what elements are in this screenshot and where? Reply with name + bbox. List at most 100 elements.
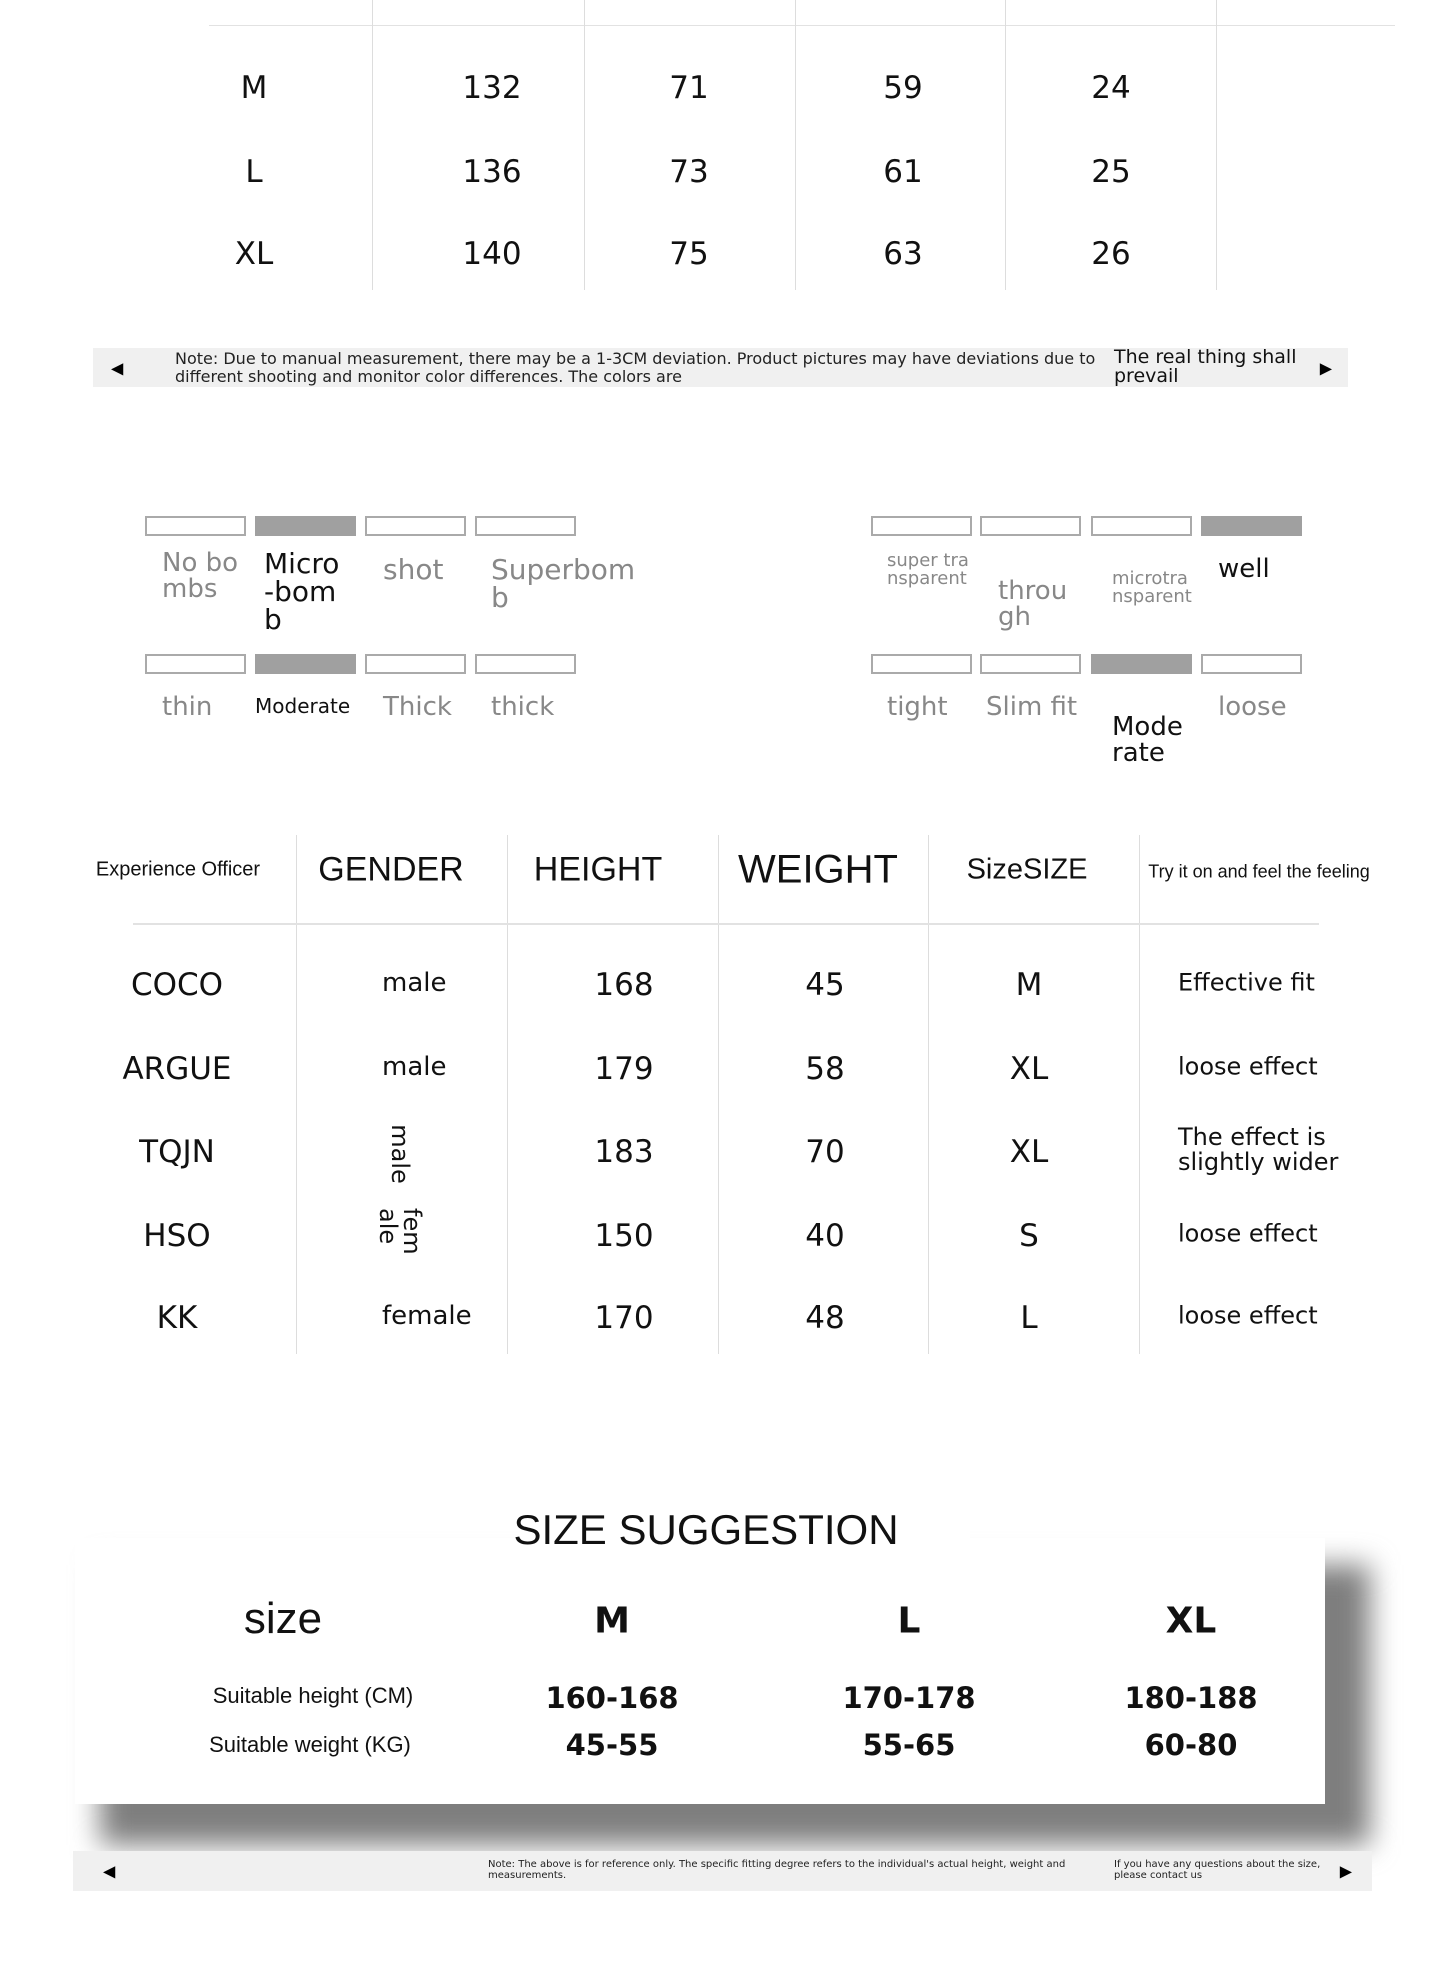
indicator-label: through <box>998 576 1068 632</box>
weight-cell: 40 <box>805 1218 845 1254</box>
value-cell: 140 <box>462 236 522 272</box>
value-cell: 24 <box>1091 70 1131 106</box>
indicator-label: Moderate <box>255 694 351 718</box>
next-arrow-icon[interactable]: ▶ <box>1319 358 1332 377</box>
height-range: 170-178 <box>842 1681 976 1715</box>
value-cell: 73 <box>669 154 709 190</box>
title-bg <box>520 1500 970 1560</box>
prev-arrow-icon[interactable]: ◀ <box>111 358 124 377</box>
weight-cell: 45 <box>805 967 845 1003</box>
divider <box>928 835 929 1354</box>
officer-name: ARGUE <box>122 1051 232 1087</box>
indicator-label: thick <box>491 692 555 722</box>
divider <box>507 835 508 1354</box>
divider <box>209 25 1395 26</box>
gender-cell: male <box>382 1052 447 1082</box>
indicator-label: well <box>1218 554 1270 584</box>
header-officer: Experience Officer <box>95 858 261 881</box>
suggestion-card <box>75 1538 1325 1804</box>
prev-arrow-icon[interactable]: ◀ <box>103 1861 116 1881</box>
gender-cell: male <box>382 968 447 998</box>
size-cell: M <box>240 70 268 106</box>
note-text: Note: The above is for reference only. T… <box>488 1859 1066 1881</box>
weight-cell: 70 <box>805 1134 845 1170</box>
divider <box>718 835 719 1354</box>
note-text-right: The real thing shall prevail <box>1114 346 1297 387</box>
value-cell: 75 <box>669 236 709 272</box>
indicator-label: Micro-bomb <box>264 547 340 636</box>
gender-cell: male <box>386 1124 414 1184</box>
height-cell: 150 <box>594 1218 654 1254</box>
divider <box>1139 835 1140 1354</box>
divider <box>1216 0 1217 290</box>
level-box <box>145 516 246 536</box>
header-gender: GENDER <box>318 850 464 889</box>
header-weight: WEIGHT <box>738 847 898 892</box>
size-cell: L <box>1020 1300 1038 1336</box>
header-feeling: Try it on and feel the feeling <box>1148 861 1370 882</box>
height-label: Suitable height (CM) <box>212 1683 414 1708</box>
divider <box>372 0 373 290</box>
indicator-label: tight <box>887 692 948 722</box>
indicator-label: thin <box>162 692 213 722</box>
divider <box>1005 0 1006 290</box>
note-text-right: If you have any questions about the size… <box>1114 1859 1321 1881</box>
value-cell: 61 <box>883 154 923 190</box>
gender-cell: female <box>374 1208 426 1255</box>
indicator-label: No bombs <box>162 548 239 604</box>
height-cell: 179 <box>594 1051 654 1087</box>
size-cell: XL <box>234 236 274 272</box>
feeling-cell: Effective fit <box>1178 968 1315 997</box>
level-box <box>1091 516 1192 536</box>
weight-cell: 48 <box>805 1300 845 1336</box>
indicator-label: Superbomb <box>491 553 636 614</box>
header-height: HEIGHT <box>533 850 663 889</box>
level-box <box>1201 654 1302 674</box>
value-cell: 71 <box>669 70 709 106</box>
height-cell: 170 <box>594 1300 654 1336</box>
level-box <box>980 654 1081 674</box>
level-box <box>871 654 972 674</box>
feeling-cell: loose effect <box>1178 1301 1318 1330</box>
officer-name: COCO <box>130 967 224 1003</box>
divider <box>296 835 297 1354</box>
indicator-label: microtransparent <box>1112 568 1192 607</box>
size-cell: M <box>1015 967 1043 1003</box>
divider <box>795 0 796 290</box>
feeling-cell: The effect is slightly wider <box>1178 1123 1339 1176</box>
level-box <box>475 654 576 674</box>
indicator-label: loose <box>1218 692 1287 722</box>
value-cell: 136 <box>462 154 522 190</box>
note-text: Note: Due to manual measurement, there m… <box>175 349 1096 386</box>
weight-range: 55-65 <box>862 1728 956 1762</box>
officer-name: HSO <box>143 1218 211 1254</box>
officer-name: TQJN <box>139 1134 215 1170</box>
value-cell: 59 <box>883 70 923 106</box>
level-box <box>365 654 466 674</box>
size-cell: XL <box>1009 1051 1049 1087</box>
level-box <box>255 654 356 674</box>
size-header: XL <box>1165 1600 1217 1642</box>
value-cell: 25 <box>1091 154 1131 190</box>
divider <box>133 923 1319 925</box>
level-box <box>255 516 356 536</box>
indicator-label: Moderate <box>1112 712 1183 768</box>
header-size: SizeSIZE <box>966 853 1088 886</box>
indicator-label: shot <box>383 553 444 586</box>
level-box <box>365 516 466 536</box>
indicator-label: super transparent <box>887 550 969 589</box>
weight-label: Suitable weight (KG) <box>209 1732 411 1757</box>
height-range: 180-188 <box>1124 1681 1258 1715</box>
divider <box>584 0 585 290</box>
suggestion-title: SIZE SUGGESTION <box>513 1506 899 1553</box>
next-arrow-icon[interactable]: ▶ <box>1339 1861 1352 1881</box>
size-cell: XL <box>1009 1134 1049 1170</box>
weight-range: 60-80 <box>1144 1728 1238 1762</box>
level-box <box>1201 516 1302 536</box>
note-bar: ◀ Note: Due to manual measurement, there… <box>93 348 1348 387</box>
level-box <box>1091 654 1192 674</box>
value-cell: 132 <box>462 70 522 106</box>
level-box <box>980 516 1081 536</box>
size-cell: S <box>1019 1218 1039 1254</box>
officer-name: KK <box>156 1300 198 1336</box>
